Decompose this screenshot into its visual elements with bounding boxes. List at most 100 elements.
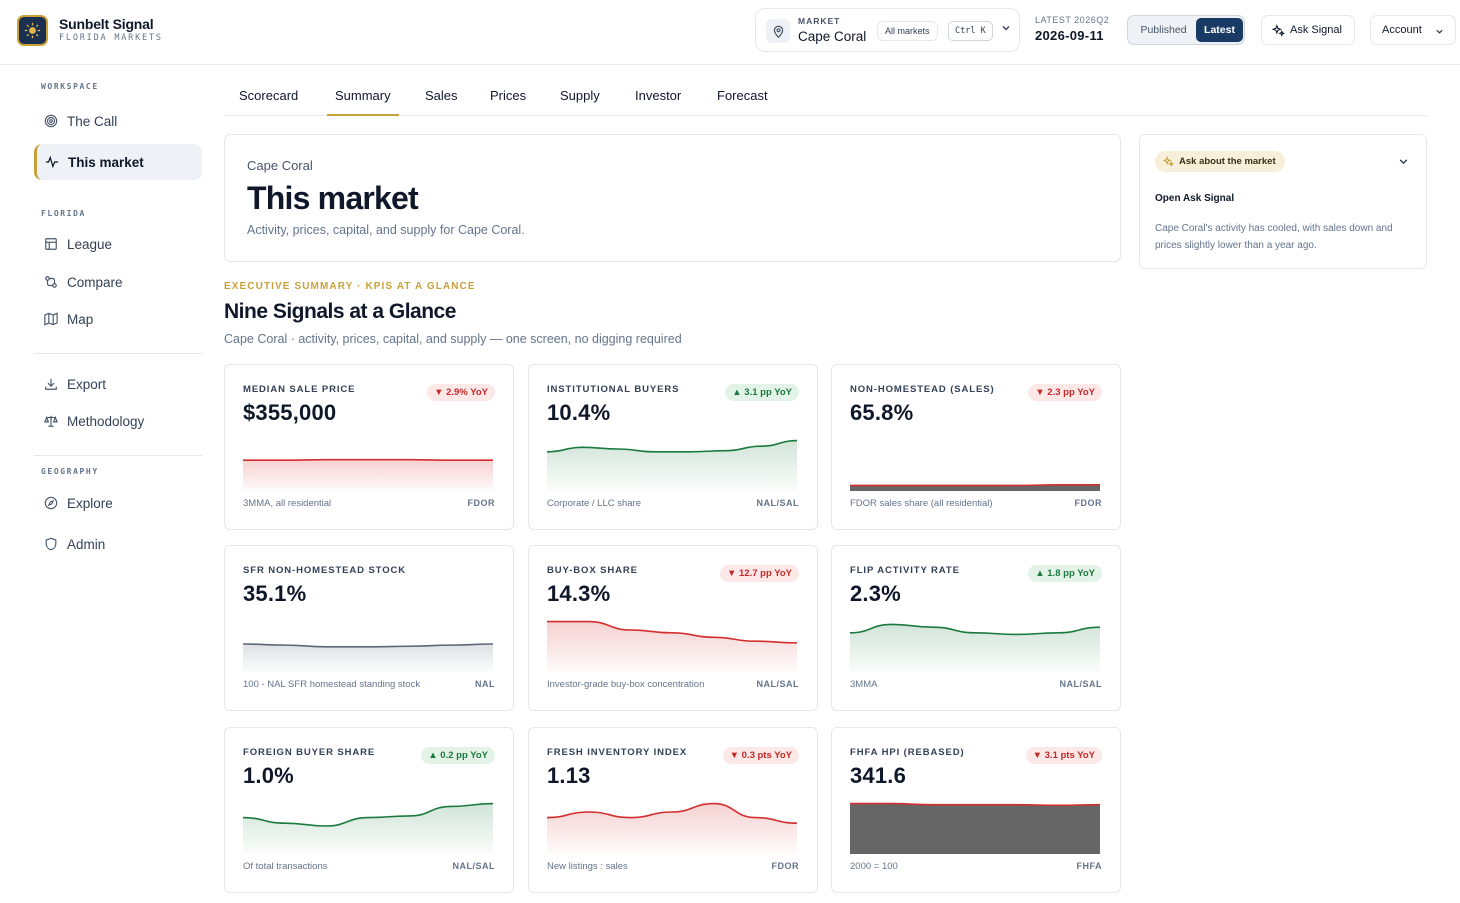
- account-label: Account: [1382, 24, 1422, 36]
- tab-sales[interactable]: Sales: [425, 88, 458, 103]
- ask-about-market-chip[interactable]: Ask about the market: [1155, 151, 1285, 172]
- sidebar-item-admin[interactable]: Admin: [34, 526, 202, 562]
- sparkline-area: [850, 484, 1100, 491]
- sparkline-line: [547, 439, 797, 453]
- activity-icon: [45, 155, 59, 169]
- kpi-change-badge: ▼ 2.3 pp YoY: [1028, 384, 1102, 401]
- kpi-value: 1.0%: [243, 763, 294, 788]
- sidebar-item-export[interactable]: Export: [34, 366, 202, 402]
- kpi-sparkline: [850, 802, 1100, 854]
- sidebar-item-methodology[interactable]: Methodology: [34, 403, 202, 439]
- market-selector[interactable]: MARKET Cape Coral All markets Ctrl K: [755, 8, 1020, 52]
- latest-button[interactable]: Latest: [1196, 18, 1243, 42]
- kpi-footnote: Corporate / LLC share: [547, 498, 641, 509]
- kpi-value: 65.8%: [850, 400, 914, 425]
- chevron-down-icon[interactable]: [1001, 23, 1011, 33]
- sparkline-line: [850, 802, 1100, 807]
- map-pin-icon: [766, 19, 790, 43]
- brand-logo[interactable]: [17, 15, 48, 46]
- tab-summary[interactable]: Summary: [327, 88, 399, 116]
- compass-icon: [44, 496, 58, 510]
- published-button[interactable]: Published: [1140, 24, 1187, 36]
- sidebar-item-this-market[interactable]: This market: [34, 144, 202, 180]
- sidebar-item-label: League: [67, 236, 113, 252]
- kpi-footnote: Investor-grade buy-box concentration: [547, 679, 705, 690]
- tab-investor[interactable]: Investor: [635, 88, 682, 103]
- kpi-value: 2.3%: [850, 581, 901, 606]
- account-menu-button[interactable]: Account: [1370, 15, 1456, 45]
- kpi-card[interactable]: NON-HOMESTEAD (SALES) 65.8% ▼ 2.3 pp YoY FD…: [831, 364, 1121, 530]
- all-markets-button[interactable]: All markets: [877, 21, 938, 41]
- sidebar-item-label: The Call: [67, 113, 118, 129]
- sidebar-item-label: Map: [67, 311, 94, 327]
- section-tabs: Scorecard Summary Sales Prices Supply In…: [224, 80, 1427, 116]
- tab-scorecard[interactable]: Scorecard: [239, 88, 299, 103]
- kpi-source: NAL/SAL: [756, 498, 799, 508]
- kpi-value: 10.4%: [547, 400, 611, 425]
- market-header-card: Cape Coral This market Activity, prices,…: [224, 134, 1121, 262]
- kpi-footnote: Of total transactions: [243, 861, 328, 872]
- market-value: Cape Coral: [798, 29, 867, 44]
- sparkline-area: [547, 621, 797, 672]
- sidebar-item-explore[interactable]: Explore: [34, 485, 202, 521]
- kpi-card[interactable]: MEDIAN SALE PRICE $355,000 ▼ 2.9% YoY 3MMA,…: [224, 364, 514, 530]
- sparkline-area: [243, 803, 493, 854]
- sidebar-divider: [34, 455, 202, 456]
- kpi-label: INSTITUTIONAL BUYERS: [547, 384, 680, 395]
- kpi-change-badge: ▼ 12.7 pp YoY: [719, 565, 799, 582]
- ask-signal-label: Ask Signal: [1290, 24, 1342, 36]
- sidebar-item-league[interactable]: League: [34, 226, 202, 262]
- kpi-change-badge: ▼ 0.3 pts YoY: [722, 747, 799, 764]
- kpi-sparkline: [547, 802, 797, 854]
- kpi-card[interactable]: FOREIGN BUYER SHARE 1.0% ▲ 0.2 pp YoY Of to…: [224, 727, 514, 893]
- kpi-change-badge: ▼ 3.1 pts YoY: [1025, 747, 1102, 764]
- sidebar-divider: [34, 353, 202, 354]
- kpi-label: SFR NON-HOMESTEAD STOCK: [243, 565, 407, 576]
- kpi-change-badge: ▲ 1.8 pp YoY: [1028, 565, 1102, 582]
- kpi-sparkline: [547, 439, 797, 491]
- kpi-change-badge: ▲ 3.1 pp YoY: [725, 384, 799, 401]
- kpi-sparkline: [547, 620, 797, 672]
- sparkline-line: [243, 802, 493, 827]
- kpi-card[interactable]: SFR NON-HOMESTEAD STOCK 35.1% 100 - NAL SF…: [224, 545, 514, 711]
- sparkline-line: [850, 484, 1100, 487]
- kpi-source: FDOR: [1074, 498, 1102, 508]
- sidebar-item-label: Admin: [67, 536, 106, 552]
- kpi-footnote: 2000 = 100: [850, 861, 898, 872]
- page-title: This market: [247, 180, 419, 216]
- kpi-card[interactable]: FHFA HPI (REBASED) 341.6 ▼ 3.1 pts YoY 2000…: [831, 727, 1121, 893]
- ask-signal-button[interactable]: Ask Signal: [1261, 15, 1355, 45]
- kpi-source: FDOR: [467, 498, 495, 508]
- latest-period-label: LATEST 2026Q2: [1035, 15, 1110, 25]
- map-icon: [44, 312, 58, 326]
- tab-supply[interactable]: Supply: [560, 88, 600, 103]
- sidebar-item-map[interactable]: Map: [34, 301, 202, 337]
- kpi-sparkline: [850, 484, 1100, 491]
- kpi-footnote: 3MMA: [850, 679, 878, 690]
- open-ask-signal-link[interactable]: Open Ask Signal: [1155, 193, 1235, 204]
- chevron-down-icon[interactable]: [1398, 156, 1409, 167]
- kpi-card[interactable]: FRESH INVENTORY INDEX 1.13 ▼ 0.3 pts YoY Ne…: [528, 727, 818, 893]
- tab-forecast[interactable]: Forecast: [717, 88, 768, 103]
- kpi-card[interactable]: INSTITUTIONAL BUYERS 10.4% ▲ 3.1 pp YoY Cor…: [528, 364, 818, 530]
- logo-icon: [24, 22, 41, 39]
- kpi-label: FHFA HPI (REBASED): [850, 747, 965, 758]
- kpi-label: FRESH INVENTORY INDEX: [547, 747, 688, 758]
- sidebar-item-the-call[interactable]: The Call: [34, 103, 202, 139]
- kpi-source: NAL/SAL: [1059, 679, 1102, 689]
- kpi-source: NAL: [475, 679, 495, 689]
- shortcut-hint: Ctrl K: [948, 21, 993, 41]
- kpi-card[interactable]: BUY-BOX SHARE 14.3% ▼ 12.7 pp YoY Investor-…: [528, 545, 818, 711]
- kpi-card[interactable]: FLIP ACTIVITY RATE 2.3% ▲ 1.8 pp YoY 3MMA NA…: [831, 545, 1121, 711]
- sparkle-icon: [1163, 156, 1174, 167]
- sparkline-line: [547, 620, 797, 644]
- sparkline-area: [547, 803, 797, 854]
- kpi-footnote: FDOR sales share (all residential): [850, 498, 993, 509]
- kpi-change-badge: ▼ 2.9% YoY: [427, 384, 495, 401]
- tab-prices[interactable]: Prices: [490, 88, 527, 103]
- chevron-down-icon: [1436, 29, 1443, 34]
- sparkle-icon: [1272, 24, 1285, 37]
- sidebar-item-compare[interactable]: Compare: [34, 264, 202, 300]
- sidebar-item-label: Explore: [67, 495, 113, 511]
- kpi-source: NAL/SAL: [756, 679, 799, 689]
